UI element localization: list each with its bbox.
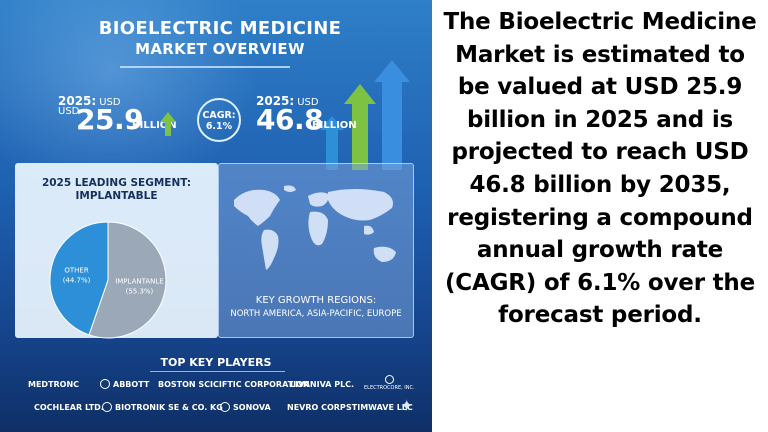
players-title: TOP KEY PLAYERS bbox=[160, 356, 272, 369]
segment-title-line-1: 2025 LEADING SEGMENT: bbox=[41, 177, 192, 189]
segment-pie-chart: IMPLANTANLE (55.3%) OTHER (44.7%) bbox=[49, 221, 167, 339]
stat-2025-currency-top: USD bbox=[99, 97, 121, 108]
stat-2025-year: 2025: bbox=[58, 94, 97, 108]
title-line-2: MARKET OVERVIEW bbox=[135, 39, 305, 58]
player-label: BOSTON SCICIFTIC CORPORATION bbox=[158, 380, 310, 389]
players-underline bbox=[150, 371, 285, 372]
infographic-panel: BIOELECTRIC MEDICINE MARKET OVERVIEW 202… bbox=[0, 0, 432, 432]
pie-slice-other bbox=[49, 221, 109, 336]
pie-label-name: IMPLANTANLE bbox=[115, 277, 164, 285]
cagr-label: CAGR: bbox=[202, 110, 236, 121]
stat-2025-unit: BILLION bbox=[132, 120, 177, 131]
sparkle-icon: ✦ bbox=[400, 398, 414, 415]
sonova-icon bbox=[220, 402, 230, 412]
market-summary-text: The Bioelectric Medicine Market is estim… bbox=[443, 9, 757, 329]
cagr-badge: CAGR: 6.1% bbox=[197, 98, 241, 142]
stat-2035-year: 2025: bbox=[256, 94, 295, 108]
player-label: STIMWAVE LLC bbox=[346, 403, 413, 412]
stat-2025: 2025: USD USD 25.9 BILLION bbox=[58, 90, 193, 136]
pie-label-pct: (55.3%) bbox=[126, 287, 154, 295]
stat-2035: 2025: USD 46.8 BILLION bbox=[256, 90, 357, 136]
infographic-title: BIOELECTRIC MEDICINE MARKET OVERVIEW bbox=[70, 18, 370, 58]
player-stimwave: STIMWAVE LLC bbox=[346, 403, 413, 412]
cagr-value: 6.1% bbox=[205, 121, 233, 132]
regions-list: NORTH AMERICA, ASIA-PACIFIC, EUROPE bbox=[230, 309, 402, 319]
player-electrocore: ELECTROCORE, INC. bbox=[364, 375, 415, 391]
stat-2035-currency: USD bbox=[297, 97, 319, 108]
player-boston-scientific: BOSTON SCICIFTIC CORPORATION bbox=[158, 380, 310, 389]
abbott-icon bbox=[100, 379, 110, 389]
pie-label-name: OTHER bbox=[64, 267, 88, 275]
world-map-icon bbox=[234, 185, 396, 270]
player-sonova: SONOVA bbox=[220, 402, 271, 412]
player-label: ABBOTT bbox=[113, 380, 150, 389]
player-label: BIOTRONIK SE & CO. KG bbox=[115, 403, 223, 412]
player-nevro: NEVRO CORP bbox=[287, 403, 346, 412]
electrocore-icon bbox=[384, 375, 394, 384]
player-medtronic: MEDTRONC bbox=[28, 380, 79, 389]
player-label: SONOVA bbox=[233, 403, 271, 412]
stat-2035-unit: BILLION bbox=[312, 120, 357, 131]
player-livanova: LIVANIVA PLC. bbox=[290, 380, 354, 389]
player-biotronik: BIOTRONIK SE & CO. KG bbox=[102, 402, 223, 412]
player-label: COCHLEAR LTD. bbox=[34, 403, 104, 412]
player-label: MEDTRONC bbox=[28, 380, 80, 389]
regions-title: KEY GROWTH REGIONS: bbox=[255, 295, 377, 306]
pie-label-pct: (44.7%) bbox=[63, 277, 91, 285]
segment-title-line-2: IMPLANTABLE bbox=[75, 190, 158, 202]
stat-2025-value: 25.9 bbox=[76, 103, 144, 136]
segment-title: 2025 LEADING SEGMENT: IMPLANTABLE bbox=[15, 177, 218, 203]
player-label: NEVRO CORP bbox=[287, 403, 346, 412]
title-line-1: BIOELECTRIC MEDICINE bbox=[98, 18, 342, 39]
up-arrow-green-icon bbox=[160, 112, 176, 136]
growth-arrows-icon bbox=[320, 60, 410, 170]
player-cochlear: COCHLEAR LTD. bbox=[34, 403, 104, 412]
player-abbott: ABBOTT bbox=[100, 379, 149, 389]
player-label: LIVANIVA PLC. bbox=[290, 380, 355, 389]
stat-2035-value: 46.8 bbox=[256, 103, 324, 136]
stat-2025-currency-side: USD bbox=[58, 106, 80, 117]
title-underline bbox=[120, 66, 290, 68]
player-label: ELECTROCORE, INC. bbox=[364, 385, 415, 391]
biotronik-icon bbox=[102, 402, 112, 412]
